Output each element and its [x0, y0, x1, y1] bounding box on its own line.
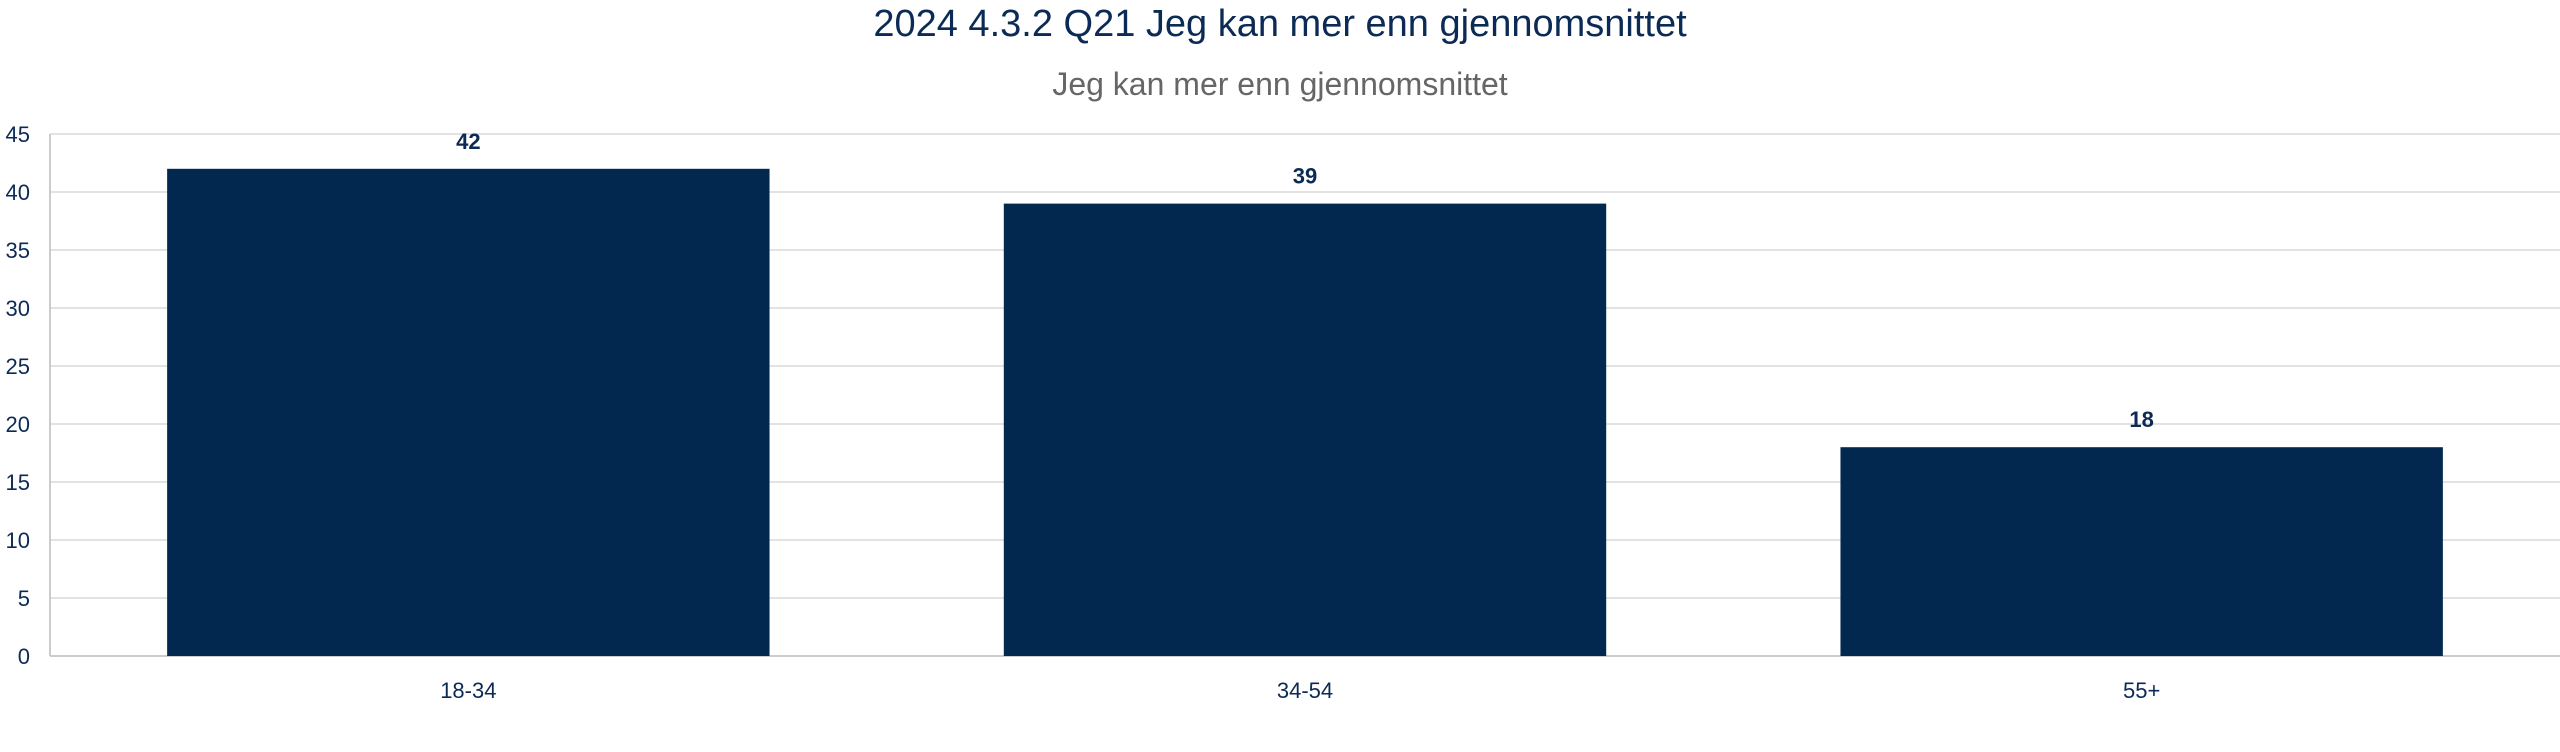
data-label: 18: [2129, 407, 2153, 432]
y-tick-label: 45: [6, 122, 30, 147]
x-tick-label: 34-54: [1277, 678, 1333, 703]
x-tick-label: 55+: [2123, 678, 2160, 703]
y-tick-label: 35: [6, 238, 30, 263]
y-tick-label: 25: [6, 354, 30, 379]
bar: [167, 168, 770, 657]
y-tick-label: 0: [18, 644, 30, 669]
bar: [1840, 447, 2443, 656]
y-tick-label: 30: [6, 296, 30, 321]
bars: [167, 168, 2443, 657]
y-tick-label: 5: [18, 586, 30, 611]
chart-title: 2024 4.3.2 Q21 Jeg kan mer enn gjennomsn…: [873, 3, 1687, 45]
y-tick-label: 15: [6, 470, 30, 495]
x-axis-ticks: 18-34 34-54 55+: [440, 678, 2160, 703]
data-label: 42: [456, 129, 480, 154]
chart-subtitle: Jeg kan mer enn gjennomsnittet: [1052, 66, 1508, 102]
data-labels: 42 39 18: [456, 129, 2154, 432]
y-axis-ticks: 0 5 10 15 20 25 30 35 40 45: [6, 122, 30, 669]
y-tick-label: 40: [6, 180, 30, 205]
data-label: 39: [1293, 164, 1317, 189]
y-tick-label: 10: [6, 528, 30, 553]
bar: [1003, 203, 1607, 656]
x-tick-label: 18-34: [440, 678, 496, 703]
y-tick-label: 20: [6, 412, 30, 437]
